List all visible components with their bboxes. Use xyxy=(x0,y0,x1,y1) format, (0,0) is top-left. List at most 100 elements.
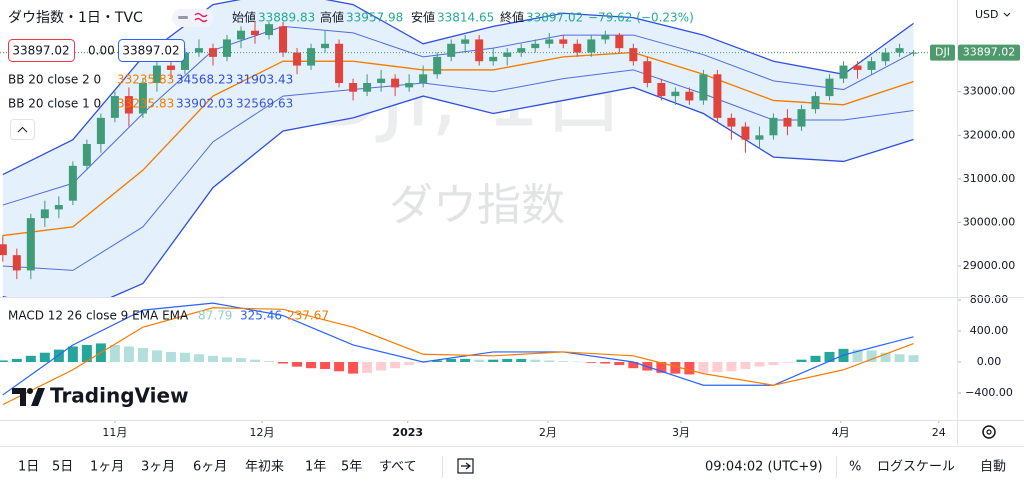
candle-body xyxy=(699,74,708,101)
y-tick-label: 32000.00 xyxy=(963,128,1016,141)
candle-body xyxy=(657,83,666,97)
x-tick-label: 4月 xyxy=(832,426,850,439)
macd-bar xyxy=(292,362,303,367)
clock[interactable]: 09:04:02 (UTC+9) xyxy=(705,460,823,475)
macd-bar xyxy=(179,352,190,363)
candle-body xyxy=(685,91,694,101)
macd-bar xyxy=(516,358,527,363)
symbol-title[interactable]: ダウ指数・1日・TVC xyxy=(8,10,143,26)
macd-bar xyxy=(740,362,751,369)
candle-body xyxy=(251,30,260,36)
macd-bar xyxy=(754,362,765,367)
range-button[interactable]: 3ヶ月 xyxy=(141,460,175,475)
y-tick-label: 29000.00 xyxy=(963,259,1016,272)
collapse-button[interactable] xyxy=(10,119,35,140)
candle-body xyxy=(82,144,91,166)
price-box[interactable] xyxy=(118,39,185,62)
macd-bar xyxy=(348,362,359,374)
candle-body xyxy=(307,48,316,66)
pill-icon xyxy=(178,16,188,19)
indicator-value: 31903.43 xyxy=(236,73,293,87)
indicator-values: 33235.83 34568.23 31903.43 33235.83 33902.03… xyxy=(117,73,293,111)
macd-bar xyxy=(824,351,835,363)
ohlc-value: 33889.83 xyxy=(258,11,315,25)
ohlc-value: 33814.65 xyxy=(437,11,494,25)
settings-button[interactable] xyxy=(982,425,996,439)
candle-body xyxy=(152,65,161,84)
candle-body xyxy=(573,43,582,53)
compare-pill[interactable] xyxy=(172,9,214,27)
ohlc-legend: 始値 33889.83 高値 33957.98 安値 33814.65 終値 33897.02 xyxy=(232,10,583,25)
pill-icon xyxy=(194,12,208,23)
macd-bar xyxy=(544,360,555,363)
candle-body xyxy=(587,39,596,53)
y-tick-label: 30000.00 xyxy=(963,215,1016,228)
indicator-value: 32569.63 xyxy=(236,97,293,111)
candle-body xyxy=(839,65,848,79)
range-button[interactable]: 6ヶ月 xyxy=(193,460,227,475)
macd-bar xyxy=(221,357,232,363)
candle-body xyxy=(180,52,189,70)
range-button[interactable]: すべて xyxy=(379,460,417,475)
macd-bar xyxy=(768,362,779,366)
macd-line xyxy=(2,307,914,406)
auto-toggle[interactable]: 自動 xyxy=(980,460,1006,475)
indicator-name: BB 20 close 1 0 xyxy=(8,97,101,111)
date-range-button[interactable] xyxy=(457,458,474,474)
macd-bar xyxy=(165,351,176,363)
macd-bar xyxy=(558,361,569,363)
band-line xyxy=(2,69,914,271)
candle-body xyxy=(363,83,372,92)
y-tick-label: 0.00 xyxy=(977,355,1002,368)
candle-body xyxy=(895,48,904,53)
candle-body xyxy=(881,52,890,62)
range-button[interactable]: 1年 xyxy=(305,460,326,475)
macd-bar xyxy=(25,355,36,363)
macd-bar xyxy=(207,355,218,363)
logo: TradingView xyxy=(12,384,189,408)
bottom-toolbar: 1日 5日 1ヶ月 3ヶ月 6ヶ月 年初来 1年 5年 すべて xyxy=(18,460,417,475)
candle-body xyxy=(811,96,820,110)
x-tick-label: 2月 xyxy=(539,426,557,439)
candle-body xyxy=(0,244,7,256)
macd-bar xyxy=(628,362,639,369)
candle-body xyxy=(447,43,456,57)
macd-bar xyxy=(894,354,905,363)
range-button[interactable]: 年初来 xyxy=(245,460,284,475)
candle-body xyxy=(713,74,722,118)
macd-bar xyxy=(81,344,92,363)
range-button[interactable]: 1日 xyxy=(18,460,39,475)
log-toggle[interactable]: ログスケール xyxy=(877,460,955,475)
range-button[interactable]: 5日 xyxy=(52,460,73,475)
collapse-icon xyxy=(17,126,28,133)
candle-body xyxy=(237,30,246,40)
y-tick-label: 800.00 xyxy=(970,293,1009,306)
macd-bar xyxy=(586,362,597,363)
candle-body xyxy=(265,24,274,36)
candle-body xyxy=(797,109,806,127)
macd-bar xyxy=(278,362,289,364)
range-button[interactable]: 5年 xyxy=(341,460,362,475)
y-tick-label: 400.00 xyxy=(970,324,1009,337)
indicator-value: 33235.83 xyxy=(117,97,174,111)
price-box[interactable] xyxy=(8,39,75,62)
macd-pane xyxy=(0,302,919,406)
macd-bar xyxy=(782,362,793,363)
candle-body xyxy=(279,26,288,53)
candle-body xyxy=(419,74,428,84)
percent-toggle[interactable]: % xyxy=(849,460,861,475)
candle-body xyxy=(12,255,21,271)
ohlc-value: 33957.98 xyxy=(346,11,403,25)
macd-bar xyxy=(810,355,821,363)
macd-bar xyxy=(39,352,50,363)
last-label-value: 33897.02 xyxy=(963,46,1016,59)
macd-bar xyxy=(614,362,625,366)
price-box-text: 0.00 xyxy=(88,44,115,58)
range-button[interactable]: 1ヶ月 xyxy=(90,460,124,475)
candle-body xyxy=(909,52,918,54)
candle-body xyxy=(615,35,624,49)
x-tick-label: 3月 xyxy=(672,426,690,439)
candle-body xyxy=(671,91,680,97)
candle-body xyxy=(54,205,63,210)
currency[interactable]: USD xyxy=(975,8,999,21)
